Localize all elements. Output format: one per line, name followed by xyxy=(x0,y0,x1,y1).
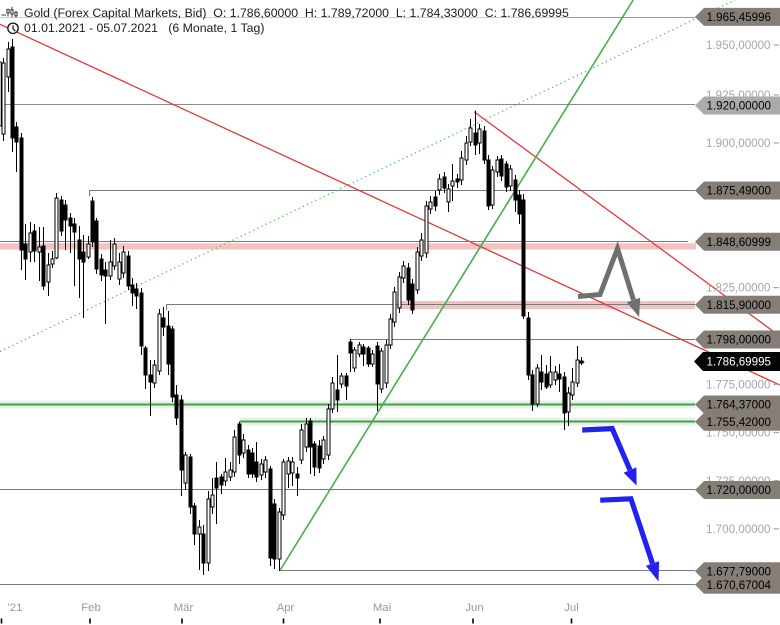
svg-text:1.900,00000: 1.900,00000 xyxy=(706,137,770,150)
svg-text:Gold (Forex Capital Markets, B: Gold (Forex Capital Markets, Bid) O: 1.7… xyxy=(24,6,569,20)
svg-text:1.720,00000: 1.720,00000 xyxy=(707,484,771,497)
svg-text:1.848,60999: 1.848,60999 xyxy=(707,236,771,249)
svg-text:Feb: Feb xyxy=(81,602,100,614)
svg-text:1.825,00000: 1.825,00000 xyxy=(706,282,770,295)
svg-text:1.786,69995: 1.786,69995 xyxy=(707,356,771,369)
svg-text:1.755,42000: 1.755,42000 xyxy=(707,416,771,429)
svg-text:1.920,00000: 1.920,00000 xyxy=(707,100,771,113)
svg-text:Apr: Apr xyxy=(277,602,295,614)
svg-text:1.670,67004: 1.670,67004 xyxy=(707,579,772,592)
svg-text:Mär: Mär xyxy=(174,602,194,614)
svg-text:Mai: Mai xyxy=(373,602,391,614)
svg-text:Jun: Jun xyxy=(465,602,483,614)
svg-text:'21: '21 xyxy=(8,602,23,614)
svg-text:1.700,00000: 1.700,00000 xyxy=(706,523,770,536)
svg-text:1.875,49000: 1.875,49000 xyxy=(707,185,771,198)
svg-text:1.950,00000: 1.950,00000 xyxy=(706,39,770,52)
svg-text:1.965,45996: 1.965,45996 xyxy=(707,11,771,24)
svg-text:1.798,00000: 1.798,00000 xyxy=(707,334,771,347)
svg-text:1.764,37000: 1.764,37000 xyxy=(707,399,771,412)
svg-text:1.677,79000: 1.677,79000 xyxy=(707,565,771,578)
svg-text:1.815,90000: 1.815,90000 xyxy=(707,299,771,312)
svg-text:01.01.2021 - 05.07.2021 (6 M: 01.01.2021 - 05.07.2021 (6 Monate, 1 Tag… xyxy=(24,21,264,35)
svg-text:1.775,00000: 1.775,00000 xyxy=(706,379,770,392)
svg-text:Jul: Jul xyxy=(564,602,578,614)
